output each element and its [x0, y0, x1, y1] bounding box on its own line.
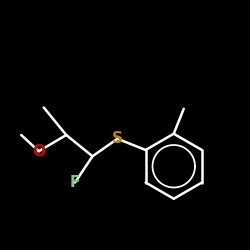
- Text: F: F: [70, 175, 80, 190]
- Text: O: O: [32, 144, 45, 159]
- Text: S: S: [112, 131, 123, 146]
